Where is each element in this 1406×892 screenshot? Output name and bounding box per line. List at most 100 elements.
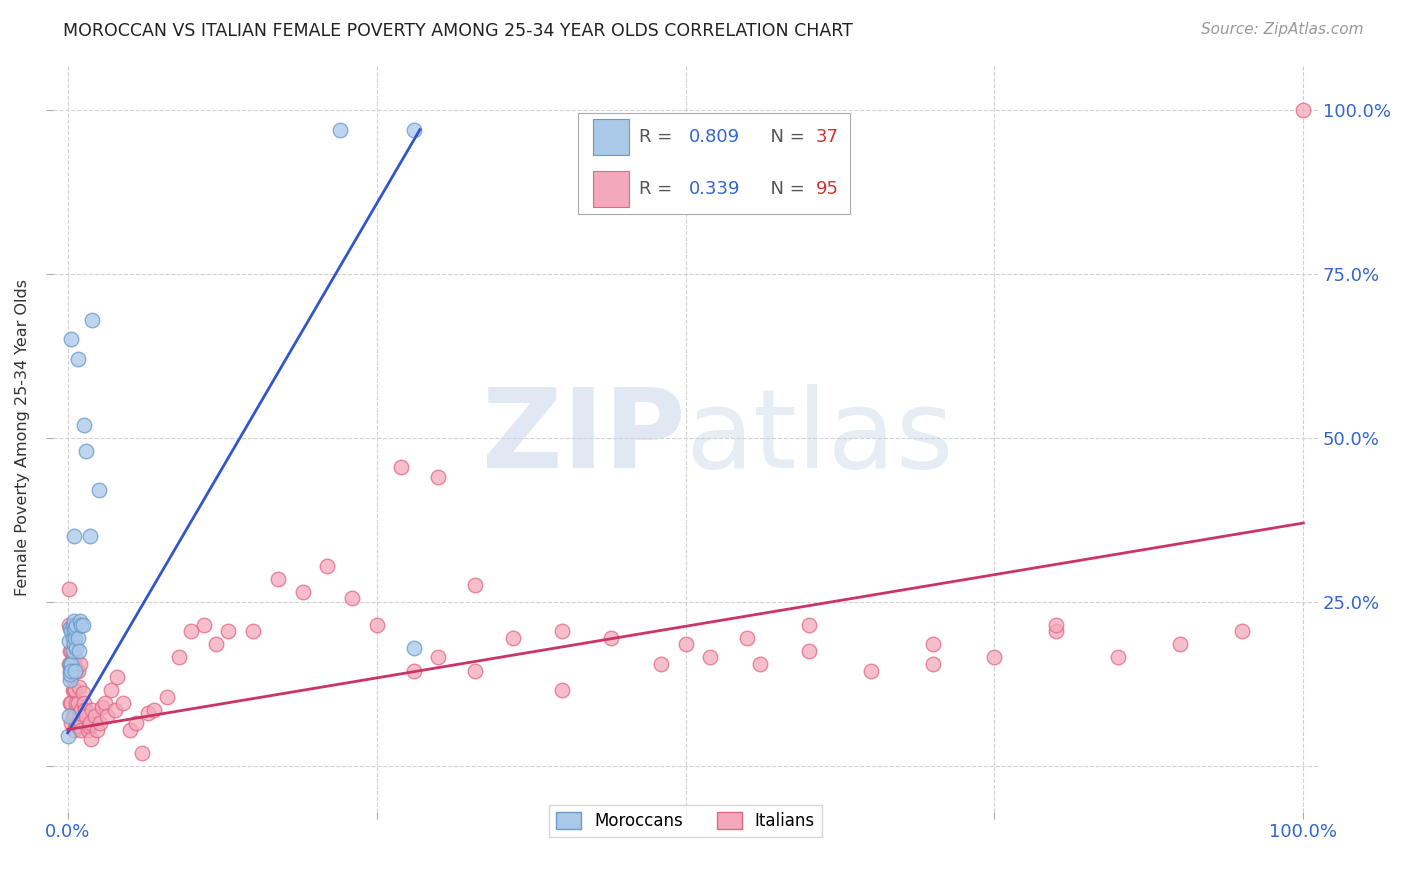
Point — [86, 723, 108, 737]
Text: Source: ZipAtlas.com: Source: ZipAtlas.com — [1201, 22, 1364, 37]
Point — [63, 683, 86, 698]
Point — [58, 582, 80, 596]
Point — [402, 640, 425, 655]
Point — [65, 640, 87, 655]
Point — [75, 443, 97, 458]
Point — [63, 723, 86, 737]
Point — [96, 709, 118, 723]
Point — [62, 631, 84, 645]
Point — [366, 617, 388, 632]
Point — [60, 716, 83, 731]
Y-axis label: Female Poverty Among 25-34 Year Olds: Female Poverty Among 25-34 Year Olds — [15, 279, 30, 596]
Point — [797, 644, 820, 658]
Point — [402, 122, 425, 136]
Point — [551, 624, 574, 639]
Point — [77, 719, 100, 733]
Text: R =: R = — [638, 128, 678, 146]
Point — [983, 650, 1005, 665]
Point — [73, 696, 96, 710]
Point — [217, 624, 239, 639]
Point — [136, 706, 159, 721]
Point — [91, 699, 114, 714]
Point — [69, 706, 91, 721]
FancyBboxPatch shape — [578, 112, 851, 213]
Point — [60, 333, 83, 347]
Point — [58, 729, 80, 743]
Bar — [593, 171, 628, 207]
Point — [66, 664, 89, 678]
Point — [63, 631, 86, 645]
Text: R =: R = — [638, 180, 678, 198]
Text: atlas: atlas — [686, 384, 955, 491]
Point — [79, 529, 101, 543]
Point — [59, 644, 82, 658]
Point — [63, 683, 86, 698]
Point — [60, 624, 83, 639]
Point — [59, 657, 82, 671]
Point — [59, 696, 82, 710]
Point — [464, 578, 486, 592]
Point — [675, 637, 697, 651]
Point — [72, 686, 94, 700]
Point — [464, 664, 486, 678]
Point — [75, 709, 97, 723]
Point — [59, 666, 82, 681]
Point — [205, 637, 228, 651]
Point — [67, 713, 90, 727]
Point — [63, 706, 86, 721]
Point — [104, 703, 127, 717]
Point — [502, 631, 524, 645]
Point — [58, 617, 80, 632]
Point — [329, 122, 352, 136]
Point — [112, 696, 135, 710]
Point — [402, 664, 425, 678]
Point — [105, 670, 128, 684]
Point — [87, 483, 110, 498]
Point — [89, 716, 111, 731]
Text: MOROCCAN VS ITALIAN FEMALE POVERTY AMONG 25-34 YEAR OLDS CORRELATION CHART: MOROCCAN VS ITALIAN FEMALE POVERTY AMONG… — [63, 22, 853, 40]
Point — [193, 617, 215, 632]
Text: 37: 37 — [815, 128, 839, 146]
Legend: Moroccans, Italians: Moroccans, Italians — [550, 805, 821, 837]
Point — [63, 650, 86, 665]
Point — [80, 732, 103, 747]
Text: ZIP: ZIP — [482, 384, 686, 491]
Point — [748, 657, 770, 671]
Point — [167, 650, 190, 665]
Point — [70, 723, 93, 737]
Point — [59, 621, 82, 635]
Point — [155, 690, 177, 704]
Point — [58, 709, 80, 723]
Point — [65, 719, 87, 733]
Point — [1107, 650, 1129, 665]
Point — [921, 637, 943, 651]
Point — [69, 615, 91, 629]
Point — [551, 683, 574, 698]
Point — [82, 703, 104, 717]
Point — [65, 664, 87, 678]
Point — [59, 664, 82, 678]
Text: N =: N = — [759, 128, 810, 146]
Point — [73, 703, 96, 717]
Point — [72, 617, 94, 632]
Point — [1168, 637, 1191, 651]
Point — [1292, 103, 1315, 117]
Point — [267, 572, 290, 586]
Point — [427, 650, 450, 665]
Point — [143, 703, 166, 717]
Point — [1045, 624, 1067, 639]
Point — [63, 529, 86, 543]
Point — [70, 703, 93, 717]
Point — [1045, 617, 1067, 632]
Point — [73, 417, 96, 432]
Point — [316, 558, 339, 573]
Point — [699, 650, 721, 665]
Point — [60, 696, 83, 710]
Point — [63, 657, 86, 671]
Point — [60, 644, 83, 658]
Point — [58, 634, 80, 648]
Point — [63, 664, 86, 678]
Point — [62, 644, 84, 658]
Point — [66, 696, 89, 710]
Point — [389, 460, 412, 475]
